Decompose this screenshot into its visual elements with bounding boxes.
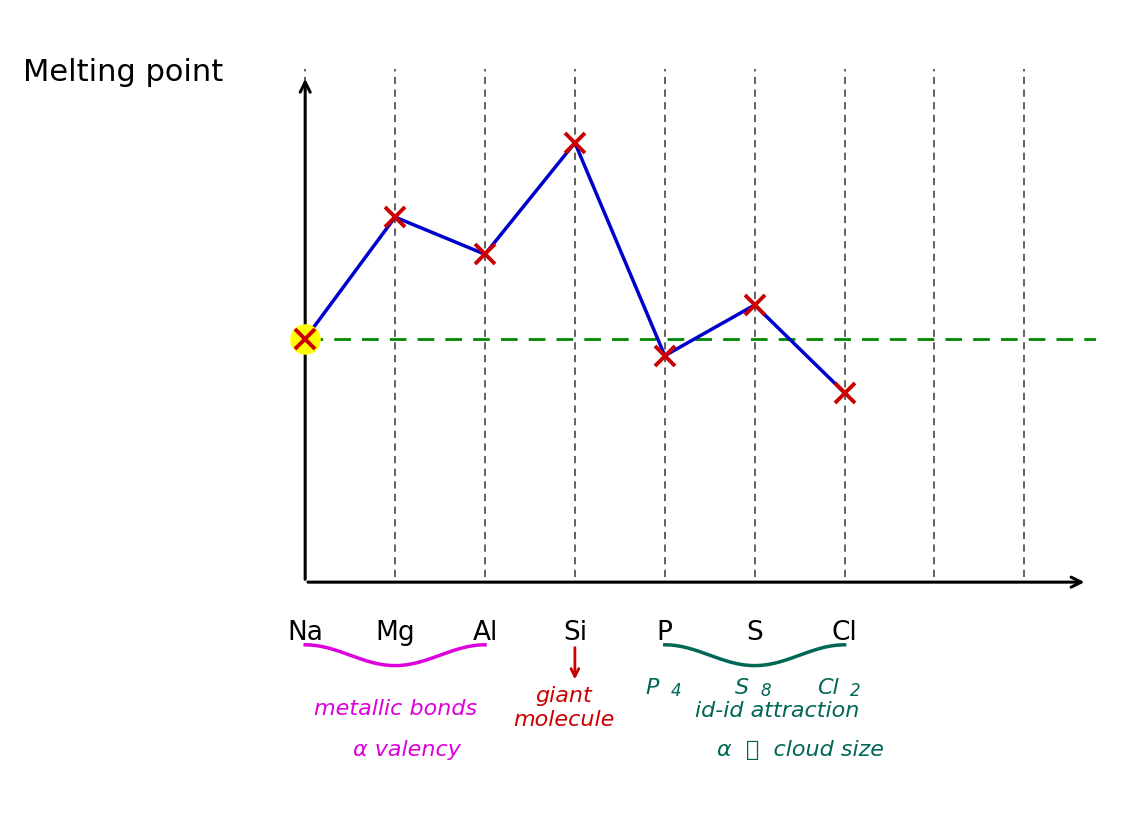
Text: 8: 8	[761, 682, 771, 701]
Text: P: P	[657, 620, 673, 646]
Text: P: P	[645, 678, 659, 698]
Text: 4: 4	[670, 682, 681, 701]
Text: α  ⓔ  cloud size: α ⓔ cloud size	[717, 740, 884, 760]
Text: Si: Si	[563, 620, 587, 646]
Text: Al: Al	[473, 620, 498, 646]
Text: S: S	[747, 620, 763, 646]
Text: Mg: Mg	[376, 620, 415, 646]
Text: α valency: α valency	[353, 740, 460, 760]
Text: giant
molecule: giant molecule	[513, 686, 614, 730]
Text: 2: 2	[851, 682, 861, 701]
Text: Cl: Cl	[818, 678, 839, 698]
Text: Na: Na	[288, 620, 323, 646]
Text: S: S	[734, 678, 749, 698]
Text: id-id attraction: id-id attraction	[695, 701, 860, 721]
Text: metallic bonds: metallic bonds	[314, 699, 476, 719]
Text: Cl: Cl	[831, 620, 858, 646]
Text: Melting point: Melting point	[23, 58, 223, 87]
